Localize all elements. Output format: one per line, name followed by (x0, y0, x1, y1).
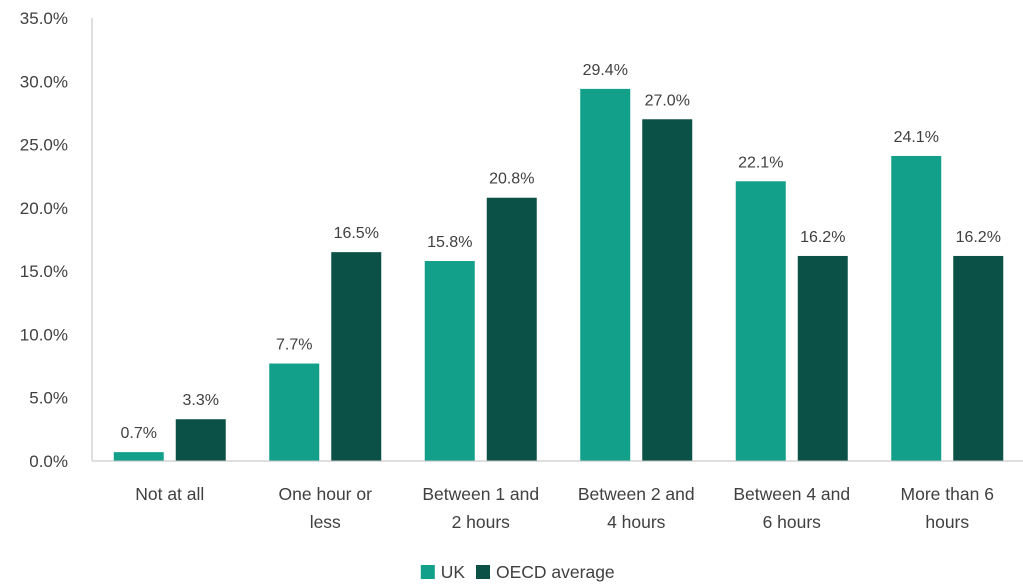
bar-oecd-average (953, 255, 1004, 461)
data-label: 16.5% (334, 225, 379, 242)
bar-uk (735, 181, 786, 461)
y-tick-label: 15.0% (20, 262, 68, 281)
x-category-label: Not at all (135, 484, 204, 504)
x-category-label-line: 6 hours (763, 512, 822, 532)
x-category-label-line: hours (925, 512, 969, 532)
bar-oecd-average (642, 119, 693, 461)
bar-oecd-average (797, 255, 848, 461)
bar-uk (424, 261, 475, 461)
legend-label: OECD average (496, 562, 615, 582)
bar-uk (113, 452, 164, 461)
data-label: 16.2% (800, 229, 845, 246)
data-label: 0.7% (121, 425, 157, 442)
x-category-label: Between 2 and 4 hours (578, 484, 695, 532)
legend-swatch (420, 565, 435, 579)
x-category-label-line: 4 hours (607, 512, 666, 532)
y-tick-label: 25.0% (20, 136, 68, 155)
bar-oecd-average (331, 252, 382, 461)
data-label: 15.8% (427, 234, 472, 251)
y-tick-label: 35.0% (20, 9, 68, 28)
bar-oecd-average (175, 419, 226, 461)
x-category-label: Between 4 and 6 hours (733, 484, 850, 532)
y-tick-label: 5.0% (29, 389, 68, 408)
y-axis: 0.0% 5.0% 10.0% 15.0% 20.0% 25.0% 30.0% 35.0% (20, 9, 93, 471)
x-category-label-line: One hour or (279, 484, 373, 504)
data-label: 16.2% (956, 229, 1001, 246)
bar-uk (580, 88, 631, 461)
data-label: 20.8% (489, 171, 534, 188)
data-label: 27.0% (645, 92, 690, 109)
x-category-label-line: less (310, 512, 341, 532)
y-tick-label: 30.0% (20, 72, 68, 91)
bar-uk (269, 363, 320, 461)
legend: UK OECD average (420, 562, 615, 582)
legend-label: UK (441, 562, 466, 582)
x-category-label: More than 6 hours (901, 484, 994, 532)
data-label: 22.1% (738, 154, 783, 171)
data-label: 3.3% (183, 392, 219, 409)
x-category-label-line: 2 hours (452, 512, 511, 532)
bars (113, 88, 1004, 461)
x-category-label-line: Between 1 and (422, 484, 539, 504)
x-category-label-line: Not at all (135, 484, 204, 504)
y-tick-label: 20.0% (20, 199, 68, 218)
data-label: 29.4% (583, 62, 628, 79)
bar-oecd-average (486, 197, 537, 461)
x-category-label: One hour or less (279, 484, 373, 532)
x-category-label-line: Between 2 and (578, 484, 695, 504)
data-label: 24.1% (894, 129, 939, 146)
bar-uk (891, 155, 942, 461)
y-tick-label: 0.0% (29, 452, 68, 471)
x-category-label-line: Between 4 and (733, 484, 850, 504)
legend-swatch (476, 565, 490, 579)
y-tick-label: 10.0% (20, 325, 68, 344)
x-axis: Not at all One hour or less Between 1 and 2 … (92, 460, 1023, 532)
data-labels: 0.7% 3.3% 7.7% 16.5% 15.8% 20.8% 29.4% 27.0% 22.… (121, 62, 1001, 442)
data-label: 7.7% (276, 337, 312, 354)
x-category-label: Between 1 and 2 hours (422, 484, 539, 532)
x-category-label-line: More than 6 (901, 484, 994, 504)
